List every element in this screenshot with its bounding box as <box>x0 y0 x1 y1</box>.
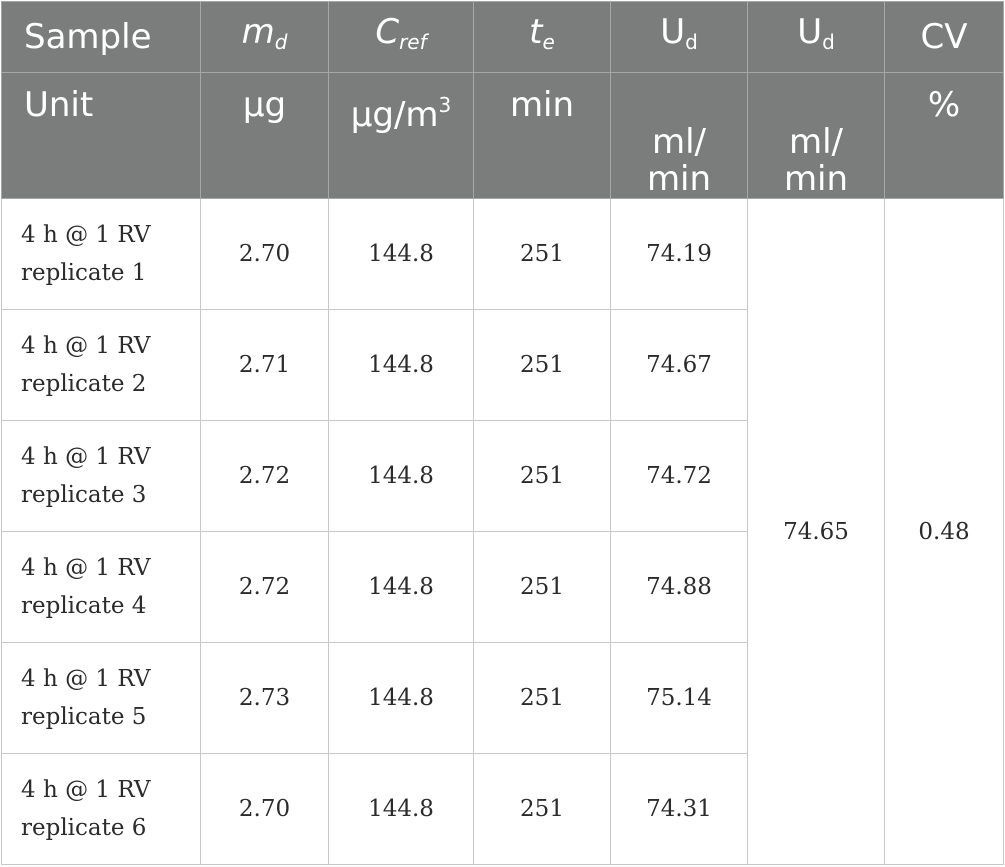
header-row-symbols: Sample md Cref te Ud Ud CV <box>1 1 1004 73</box>
md-cell: 2.71 <box>200 309 329 421</box>
header-cv: CV <box>884 1 1004 73</box>
sample-cell: 4 h @ 1 RV replicate 3 <box>1 420 201 532</box>
sample-replicate: replicate 4 <box>21 593 147 619</box>
cref-cell: 144.8 <box>328 642 474 754</box>
header-te-unit: min <box>473 72 611 199</box>
md-cell: 2.72 <box>200 531 329 643</box>
ud-cell: 74.19 <box>610 198 748 310</box>
table-header: Sample md Cref te Ud Ud CV Unit <box>1 1 1004 199</box>
table-row: 4 h @ 1 RV replicate 4 2.72 144.8 251 74… <box>1 531 1004 643</box>
header-cref: Cref <box>328 1 474 73</box>
sample-replicate: replicate 2 <box>21 371 147 397</box>
table-row: 4 h @ 1 RV replicate 2 2.71 144.8 251 74… <box>1 309 1004 421</box>
ud-cell: 74.31 <box>610 753 748 865</box>
sample-condition: 4 h @ 1 RV <box>21 444 151 470</box>
header-sample: Sample <box>1 1 201 73</box>
sample-condition: 4 h @ 1 RV <box>21 333 151 359</box>
md-cell: 2.70 <box>200 198 329 310</box>
cref-cell: 144.8 <box>328 420 474 532</box>
table-body: 4 h @ 1 RV replicate 1 2.70 144.8 251 74… <box>1 198 1004 865</box>
md-cell: 2.72 <box>200 420 329 532</box>
table-row: 4 h @ 1 RV replicate 3 2.72 144.8 251 74… <box>1 420 1004 532</box>
ud-cell: 74.72 <box>610 420 748 532</box>
sample-condition: 4 h @ 1 RV <box>21 666 151 692</box>
header-ud: Ud <box>610 1 748 73</box>
header-md-unit: µg <box>200 72 329 199</box>
sample-replicate: replicate 6 <box>21 815 147 841</box>
sample-cell: 4 h @ 1 RV replicate 1 <box>1 198 201 310</box>
te-cell: 251 <box>473 309 611 421</box>
header-te: te <box>473 1 611 73</box>
header-ud-unit: ml/ min <box>610 72 748 199</box>
ud-cell: 74.67 <box>610 309 748 421</box>
header-row-units: Unit µg µg/m3 min ml/ min ml/ min % <box>1 72 1004 199</box>
ud-cell: 75.14 <box>610 642 748 754</box>
ud-mean-cell: 74.65 <box>747 198 885 865</box>
cv-cell: 0.48 <box>884 198 1004 865</box>
table-row: 4 h @ 1 RV replicate 5 2.73 144.8 251 75… <box>1 642 1004 754</box>
sample-condition: 4 h @ 1 RV <box>21 555 151 581</box>
header-md: md <box>200 1 329 73</box>
header-cv-unit: % <box>884 72 1004 199</box>
te-cell: 251 <box>473 642 611 754</box>
sample-cell: 4 h @ 1 RV replicate 5 <box>1 642 201 754</box>
sample-condition: 4 h @ 1 RV <box>21 222 151 248</box>
header-ud-mean-unit: ml/ min <box>747 72 885 199</box>
te-cell: 251 <box>473 753 611 865</box>
cref-cell: 144.8 <box>328 309 474 421</box>
header-cref-unit: µg/m3 <box>328 72 474 199</box>
table-row: 4 h @ 1 RV replicate 6 2.70 144.8 251 74… <box>1 753 1004 865</box>
sample-condition: 4 h @ 1 RV <box>21 777 151 803</box>
sample-replicate: replicate 3 <box>21 482 147 508</box>
header-ud-mean: Ud <box>747 1 885 73</box>
sample-cell: 4 h @ 1 RV replicate 2 <box>1 309 201 421</box>
cref-cell: 144.8 <box>328 198 474 310</box>
sample-cell: 4 h @ 1 RV replicate 4 <box>1 531 201 643</box>
te-cell: 251 <box>473 198 611 310</box>
te-cell: 251 <box>473 531 611 643</box>
te-cell: 251 <box>473 420 611 532</box>
table-row: 4 h @ 1 RV replicate 1 2.70 144.8 251 74… <box>1 198 1004 865</box>
sample-cell: 4 h @ 1 RV replicate 6 <box>1 753 201 865</box>
ud-cell: 74.88 <box>610 531 748 643</box>
header-unit-label: Unit <box>1 72 201 199</box>
cref-cell: 144.8 <box>328 753 474 865</box>
md-cell: 2.70 <box>200 753 329 865</box>
cref-cell: 144.8 <box>328 531 474 643</box>
sample-replicate: replicate 1 <box>21 260 147 286</box>
sample-replicate: replicate 5 <box>21 704 147 730</box>
md-cell: 2.73 <box>200 642 329 754</box>
